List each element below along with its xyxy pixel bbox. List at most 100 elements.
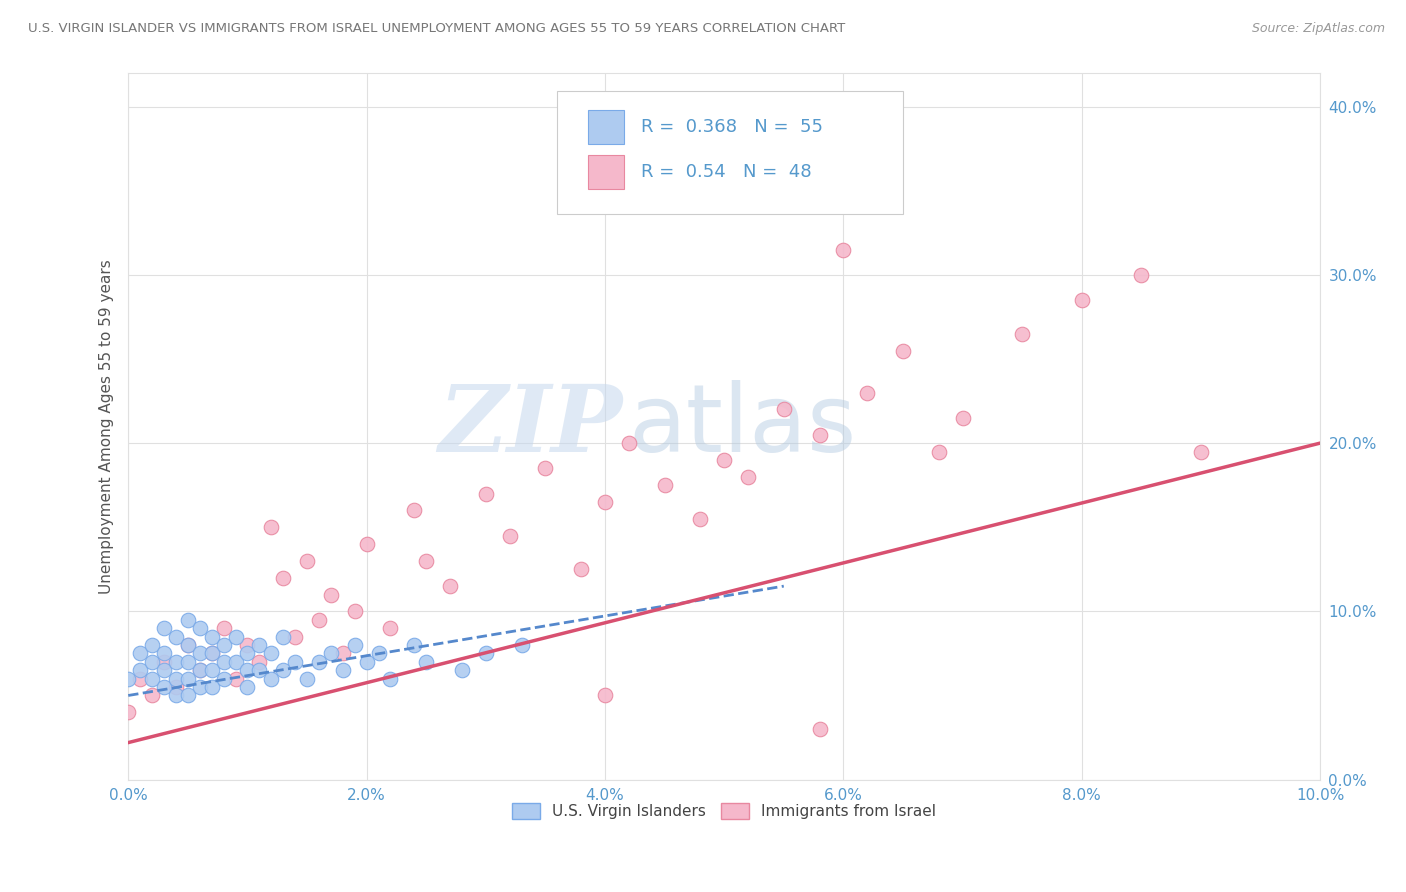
Point	[380, 672, 402, 686]
Point	[617, 436, 640, 450]
Point	[1189, 444, 1212, 458]
Text: Source: ZipAtlas.com: Source: ZipAtlas.com	[1251, 22, 1385, 36]
Point	[153, 663, 176, 677]
Point	[236, 647, 259, 661]
Point	[356, 655, 378, 669]
Point	[356, 537, 378, 551]
Point	[808, 427, 831, 442]
Point	[225, 630, 247, 644]
Point	[117, 706, 139, 720]
Point	[129, 663, 152, 677]
FancyBboxPatch shape	[588, 155, 624, 189]
Point	[404, 638, 426, 652]
Point	[247, 663, 270, 677]
Point	[177, 613, 200, 627]
Point	[319, 647, 342, 661]
Point	[928, 444, 950, 458]
Point	[404, 503, 426, 517]
Point	[236, 680, 259, 694]
Point	[534, 461, 557, 475]
Point	[260, 647, 283, 661]
Point	[201, 647, 224, 661]
Point	[332, 647, 354, 661]
Point	[260, 672, 283, 686]
Point	[498, 529, 520, 543]
Point	[1130, 268, 1153, 282]
Point	[654, 478, 676, 492]
Point	[271, 663, 294, 677]
Text: R =  0.368   N =  55: R = 0.368 N = 55	[641, 119, 823, 136]
Point	[569, 562, 592, 576]
Point	[225, 672, 247, 686]
Text: atlas: atlas	[628, 380, 858, 472]
Point	[332, 663, 354, 677]
Point	[201, 647, 224, 661]
Point	[343, 604, 366, 618]
Point	[510, 638, 533, 652]
Point	[117, 672, 139, 686]
Point	[284, 630, 307, 644]
Text: U.S. VIRGIN ISLANDER VS IMMIGRANTS FROM ISRAEL UNEMPLOYMENT AMONG AGES 55 TO 59 : U.S. VIRGIN ISLANDER VS IMMIGRANTS FROM …	[28, 22, 845, 36]
Point	[177, 689, 200, 703]
Point	[247, 638, 270, 652]
Point	[141, 672, 163, 686]
Point	[212, 672, 235, 686]
Point	[415, 655, 437, 669]
Point	[212, 655, 235, 669]
Y-axis label: Unemployment Among Ages 55 to 59 years: Unemployment Among Ages 55 to 59 years	[100, 259, 114, 594]
Point	[165, 672, 187, 686]
Point	[713, 453, 735, 467]
Point	[451, 663, 474, 677]
Point	[153, 621, 176, 635]
Point	[271, 630, 294, 644]
FancyBboxPatch shape	[557, 91, 903, 214]
Point	[141, 638, 163, 652]
Point	[225, 655, 247, 669]
Point	[343, 638, 366, 652]
Point	[284, 655, 307, 669]
Point	[689, 512, 711, 526]
Point	[891, 343, 914, 358]
Point	[439, 579, 461, 593]
Point	[188, 647, 211, 661]
Point	[177, 638, 200, 652]
Point	[212, 638, 235, 652]
Point	[952, 410, 974, 425]
Point	[129, 647, 152, 661]
Point	[308, 655, 330, 669]
Point	[1070, 293, 1092, 307]
Point	[856, 385, 879, 400]
Point	[1011, 326, 1033, 341]
Point	[177, 638, 200, 652]
Text: R =  0.54   N =  48: R = 0.54 N = 48	[641, 163, 811, 181]
Point	[153, 647, 176, 661]
Point	[737, 469, 759, 483]
Point	[247, 655, 270, 669]
Point	[271, 571, 294, 585]
Point	[141, 689, 163, 703]
Point	[236, 638, 259, 652]
Point	[153, 680, 176, 694]
Point	[201, 630, 224, 644]
Point	[380, 621, 402, 635]
Point	[165, 680, 187, 694]
Point	[212, 621, 235, 635]
Point	[295, 672, 318, 686]
Point	[367, 647, 389, 661]
Point	[165, 655, 187, 669]
Point	[129, 672, 152, 686]
Point	[236, 663, 259, 677]
Point	[201, 680, 224, 694]
Point	[593, 495, 616, 509]
Point	[201, 663, 224, 677]
Point	[165, 689, 187, 703]
Point	[593, 689, 616, 703]
Legend: U.S. Virgin Islanders, Immigrants from Israel: U.S. Virgin Islanders, Immigrants from I…	[506, 797, 942, 825]
Point	[319, 588, 342, 602]
Point	[295, 554, 318, 568]
Point	[153, 655, 176, 669]
Point	[188, 663, 211, 677]
Point	[177, 672, 200, 686]
Text: ZIP: ZIP	[439, 381, 623, 471]
Point	[141, 655, 163, 669]
